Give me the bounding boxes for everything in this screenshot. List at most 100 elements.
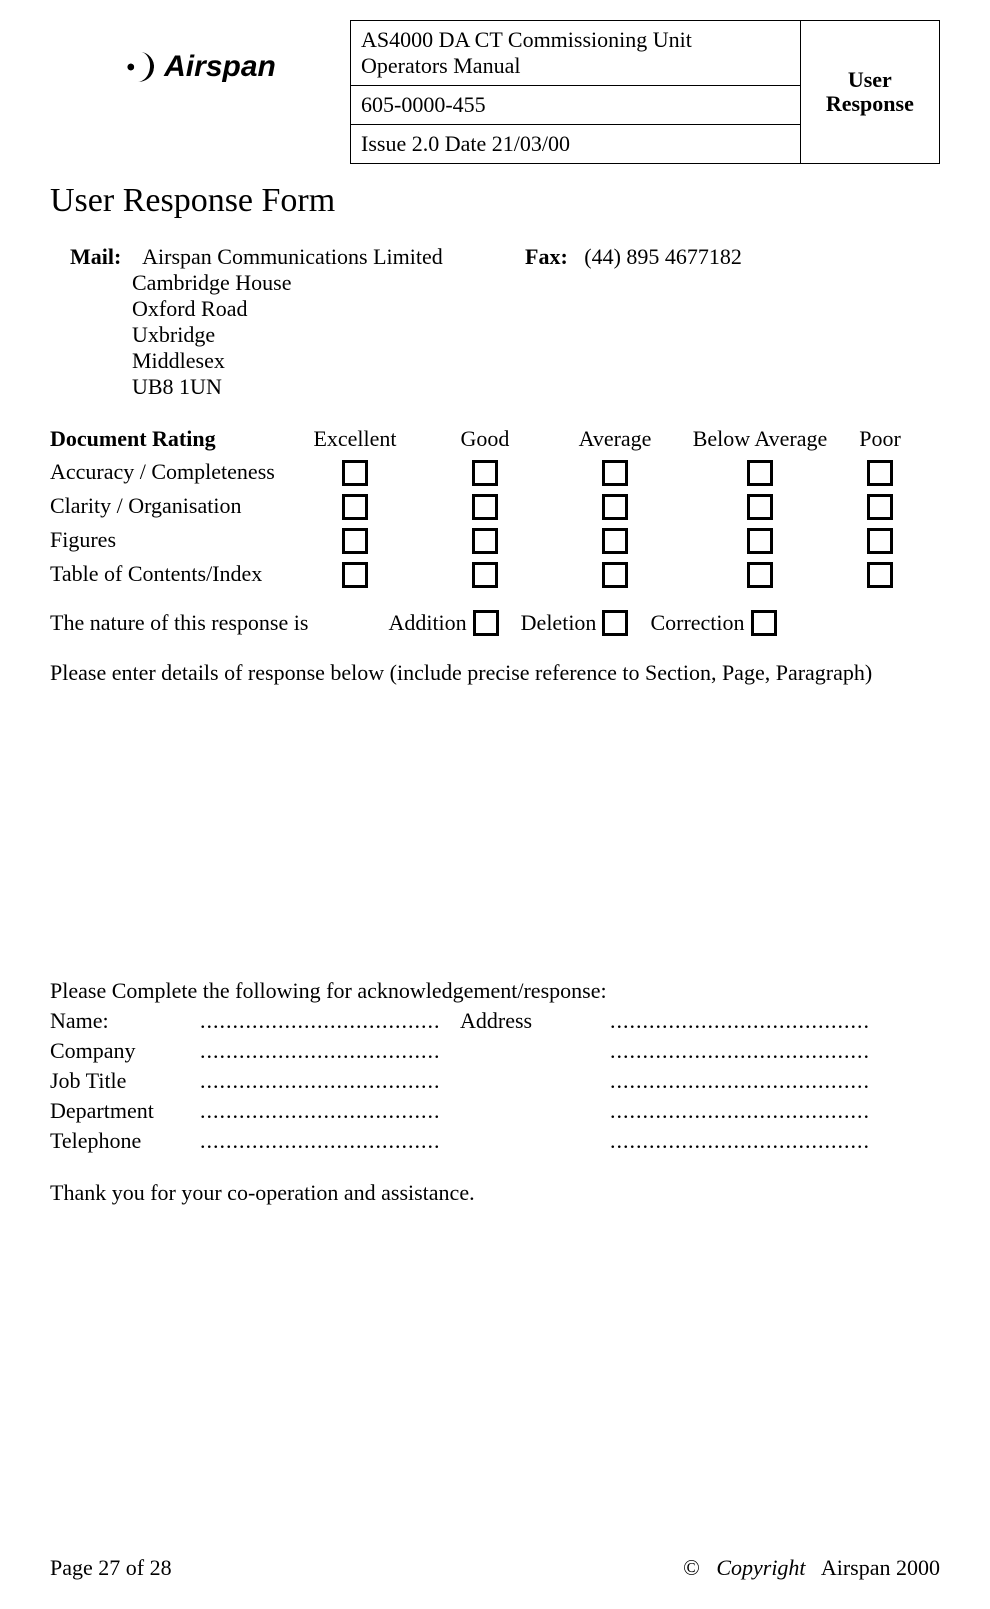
mail-line: Oxford Road — [132, 296, 465, 322]
rating-col: Excellent — [290, 426, 420, 452]
ack-label: Name: — [50, 1008, 180, 1034]
checkbox[interactable] — [602, 610, 628, 636]
doc-title-line1: AS4000 DA CT Commissioning Unit — [361, 27, 692, 52]
mail-company: Airspan Communications Limited — [142, 244, 443, 269]
checkbox[interactable] — [747, 494, 773, 520]
logo-text: Airspan — [164, 50, 276, 84]
mail-line: Cambridge House — [132, 270, 465, 296]
page: Airspan AS4000 DA CT Commissioning Unit … — [0, 0, 990, 1609]
nature-option: Deletion — [521, 610, 629, 636]
checkbox[interactable] — [342, 562, 368, 588]
rating-row-label: Clarity / Organisation — [50, 493, 290, 519]
checkbox[interactable] — [602, 494, 628, 520]
checkbox[interactable] — [867, 528, 893, 554]
issue-cell: Issue 2.0 Date 21/03/00 — [351, 125, 801, 164]
header: Airspan AS4000 DA CT Commissioning Unit … — [50, 20, 940, 164]
ack-field[interactable]: ........................................ — [610, 1038, 870, 1064]
header-right-line2: Response — [826, 91, 914, 116]
page-title: User Response Form — [50, 182, 940, 220]
rating-row-label: Accuracy / Completeness — [50, 459, 290, 485]
checkbox[interactable] — [342, 460, 368, 486]
footer-copyright: © Copyright Airspan 2000 — [683, 1555, 940, 1581]
doc-title-line2: Operators Manual — [361, 53, 520, 78]
checkbox[interactable] — [472, 494, 498, 520]
fax-value: (44) 895 4677182 — [584, 244, 742, 269]
rating-row: Figures — [50, 526, 940, 554]
checkbox[interactable] — [867, 460, 893, 486]
doc-title-cell: AS4000 DA CT Commissioning Unit Operator… — [351, 21, 801, 86]
mail-label: Mail: — [70, 244, 121, 269]
checkbox[interactable] — [747, 460, 773, 486]
checkbox[interactable] — [602, 460, 628, 486]
mail-line: Uxbridge — [132, 322, 465, 348]
logo-swoosh-icon — [124, 50, 158, 84]
nature-option: Correction — [650, 610, 776, 636]
ack-label: Telephone — [50, 1128, 180, 1154]
ack-field[interactable]: ........................................ — [610, 1068, 870, 1094]
checkbox[interactable] — [602, 528, 628, 554]
ack-label: Address — [460, 1008, 590, 1034]
checkbox[interactable] — [472, 528, 498, 554]
checkbox[interactable] — [747, 562, 773, 588]
rating-col: Below Average — [680, 426, 840, 452]
mail-line: Middlesex — [132, 348, 465, 374]
footer-page: Page 27 of 28 — [50, 1555, 172, 1581]
ack-field[interactable]: ........................................ — [200, 1098, 440, 1124]
nature-option-label: Deletion — [521, 610, 597, 636]
checkbox[interactable] — [342, 528, 368, 554]
ack-field[interactable]: ........................................ — [610, 1008, 870, 1034]
doc-number-cell: 605-0000-455 — [351, 86, 801, 125]
ack-field[interactable]: ........................................ — [200, 1068, 440, 1094]
thanks-line: Thank you for your co-operation and assi… — [50, 1180, 940, 1206]
rating-heading-label: Document Rating — [50, 426, 290, 452]
ack-field[interactable]: ........................................ — [610, 1128, 870, 1154]
checkbox[interactable] — [473, 610, 499, 636]
details-prompt: Please enter details of response below (… — [50, 658, 940, 688]
checkbox[interactable] — [751, 610, 777, 636]
rating-row: Accuracy / Completeness — [50, 458, 940, 486]
nature-line: The nature of this response is Addition … — [50, 610, 940, 636]
nature-option: Addition — [388, 610, 498, 636]
checkbox[interactable] — [747, 528, 773, 554]
logo: Airspan — [50, 20, 350, 84]
rating-row-label: Table of Contents/Index — [50, 561, 290, 587]
header-right-cell: User Response — [800, 21, 939, 164]
ack-grid: Name: ..................................… — [50, 1008, 940, 1154]
nature-options: Addition Deletion Correction — [388, 610, 776, 636]
checkbox[interactable] — [867, 494, 893, 520]
rating-grid: Document Rating Excellent Good Average B… — [50, 426, 940, 588]
checkbox[interactable] — [472, 460, 498, 486]
ack-section: Please Complete the following for acknow… — [50, 978, 940, 1154]
ack-label: Department — [50, 1098, 180, 1124]
nature-option-label: Correction — [650, 610, 744, 636]
footer: Page 27 of 28 © Copyright Airspan 2000 — [50, 1555, 940, 1581]
ack-field[interactable]: ........................................ — [610, 1098, 870, 1124]
ack-label: Company — [50, 1038, 180, 1064]
contact-block: Mail: Airspan Communications Limited Cam… — [70, 244, 920, 400]
rating-row-label: Figures — [50, 527, 290, 553]
ack-field[interactable]: ........................................ — [200, 1008, 440, 1034]
rating-row: Table of Contents/Index — [50, 560, 940, 588]
rating-col: Average — [550, 426, 680, 452]
checkbox[interactable] — [342, 494, 368, 520]
rating-row: Clarity / Organisation — [50, 492, 940, 520]
ack-field[interactable]: ........................................ — [200, 1128, 440, 1154]
checkbox[interactable] — [867, 562, 893, 588]
rating-head: Document Rating Excellent Good Average B… — [50, 426, 940, 452]
checkbox[interactable] — [472, 562, 498, 588]
copyright-italic: Copyright — [716, 1555, 805, 1580]
nature-option-label: Addition — [388, 610, 466, 636]
copyright-rest: Airspan 2000 — [821, 1555, 940, 1580]
ack-field[interactable]: ........................................ — [200, 1038, 440, 1064]
mail-block: Mail: Airspan Communications Limited Cam… — [70, 244, 465, 400]
checkbox[interactable] — [602, 562, 628, 588]
mail-line: UB8 1UN — [132, 374, 465, 400]
fax-label: Fax: — [525, 244, 568, 269]
header-table: AS4000 DA CT Commissioning Unit Operator… — [350, 20, 940, 164]
ack-label: Job Title — [50, 1068, 180, 1094]
header-right-line1: User — [848, 67, 892, 92]
nature-prompt: The nature of this response is — [50, 610, 308, 636]
rating-col: Good — [420, 426, 550, 452]
fax-block: Fax: (44) 895 4677182 — [525, 244, 920, 400]
mail-address-lines: Cambridge House Oxford Road Uxbridge Mid… — [132, 270, 465, 400]
